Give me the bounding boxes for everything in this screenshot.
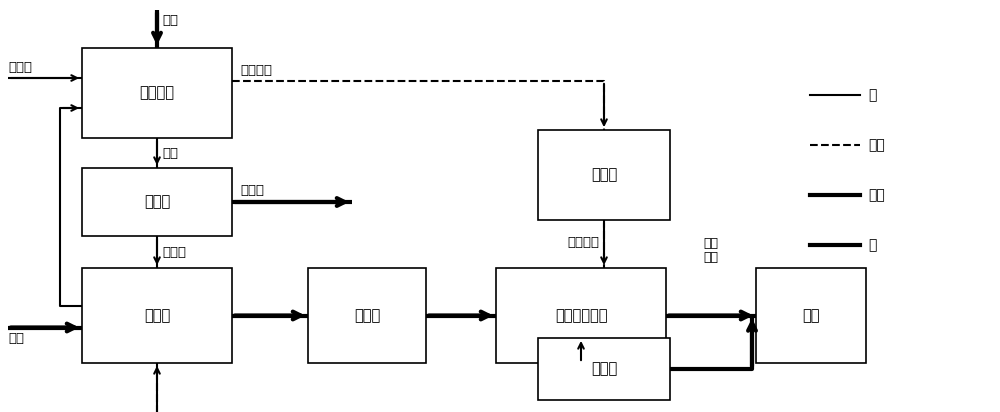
Text: 流化床干燥器: 流化床干燥器	[555, 308, 607, 323]
Text: 煤仓: 煤仓	[802, 308, 820, 323]
Text: 熔渣: 熔渣	[868, 188, 885, 202]
Text: 渣水: 渣水	[162, 147, 178, 159]
Text: 过热蒸汽: 过热蒸汽	[567, 236, 599, 248]
Text: 原煤: 原煤	[8, 332, 24, 344]
Text: 干燥室: 干燥室	[144, 308, 170, 323]
Bar	[538, 338, 670, 400]
Bar	[82, 168, 232, 236]
Bar	[308, 268, 426, 363]
Text: 低温水: 低温水	[162, 246, 186, 258]
Text: 水: 水	[868, 88, 876, 102]
Text: 干燥
粉煤: 干燥 粉煤	[704, 237, 718, 264]
Text: 煤: 煤	[868, 238, 876, 252]
Text: 冷却渣: 冷却渣	[240, 184, 264, 197]
Text: 磨煤机: 磨煤机	[354, 308, 380, 323]
Text: 蒸汽: 蒸汽	[868, 138, 885, 152]
Text: 低温蒸汽: 低温蒸汽	[240, 64, 272, 77]
Text: 分离器: 分离器	[144, 194, 170, 209]
Bar	[538, 130, 670, 220]
Text: 粒化水箱: 粒化水箱	[140, 86, 175, 101]
Bar	[82, 268, 232, 363]
Bar	[756, 268, 866, 363]
Text: 除尘器: 除尘器	[591, 361, 617, 377]
Text: 补充水: 补充水	[8, 61, 32, 74]
Bar	[496, 268, 666, 363]
Text: 熔渣: 熔渣	[162, 14, 178, 26]
Bar	[82, 48, 232, 138]
Text: 主炉膛: 主炉膛	[591, 168, 617, 183]
